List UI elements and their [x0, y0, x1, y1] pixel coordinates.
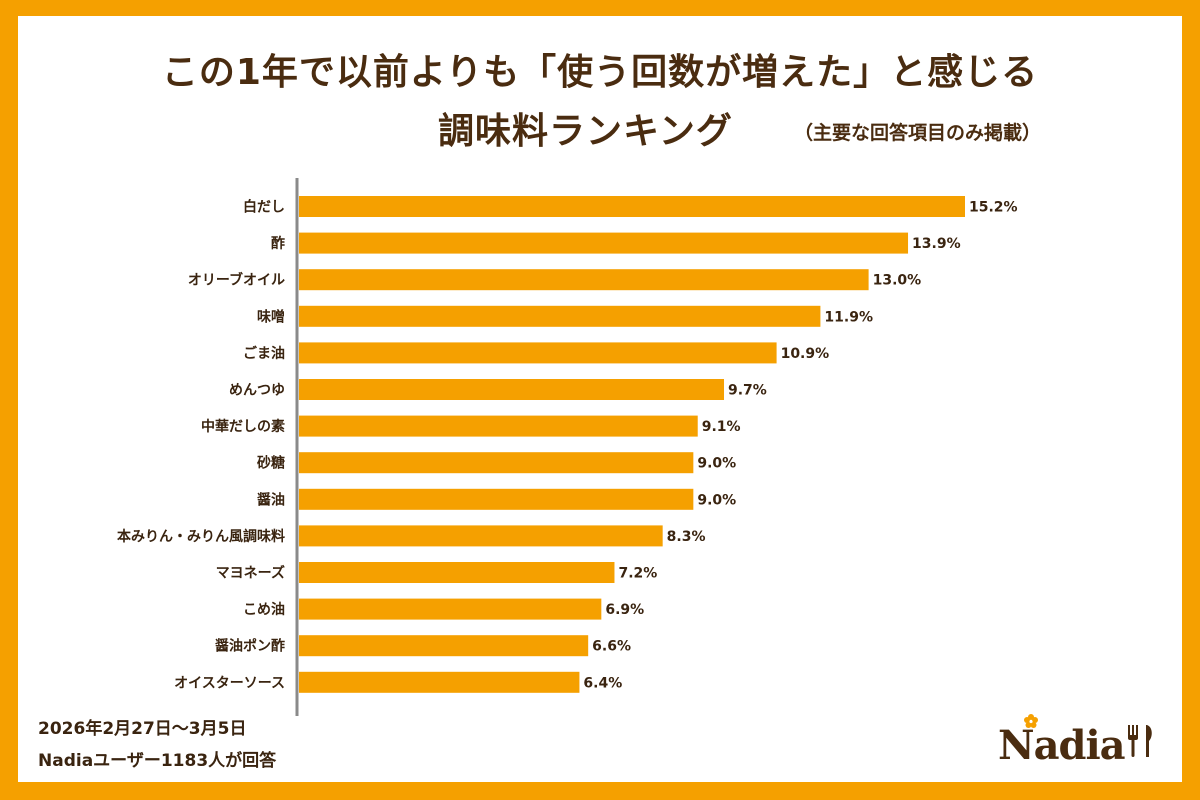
bar [299, 379, 725, 400]
bar [299, 488, 694, 510]
survey-respondents: Nadiaユーザー1183人が回答 [38, 751, 277, 771]
category-label: 味噌 [257, 308, 285, 325]
category-label: こめ油 [243, 601, 285, 618]
value-label: 6.9% [605, 602, 644, 618]
bar [299, 452, 694, 474]
survey-date: 2026年2月27日～3月5日 [38, 719, 247, 739]
bar [299, 305, 821, 327]
flower-icon [1024, 714, 1038, 728]
chart-card: この1年で以前よりも「使う回数が増えた」と感じる 調味料ランキング （主要な回答… [18, 16, 1182, 782]
value-label: 6.4% [583, 675, 622, 691]
nadia-logo: Nadia [998, 714, 1159, 769]
category-label: オイスターソース [174, 675, 285, 691]
category-label: ごま油 [243, 345, 285, 362]
value-label: 8.3% [667, 529, 706, 545]
bar [299, 232, 909, 254]
chart-subtitle: （主要な回答項目のみ掲載） [794, 122, 1042, 144]
value-label: 6.6% [592, 639, 631, 655]
bar [299, 342, 777, 364]
chart-title-line2: 調味料ランキング [438, 111, 733, 152]
bar [299, 671, 580, 693]
bar [299, 525, 663, 547]
value-label: 10.9% [781, 346, 830, 362]
category-label: 本みりん・みりん風調味料 [117, 528, 285, 545]
category-label: 醤油ポン酢 [215, 638, 285, 655]
value-label: 15.2% [969, 200, 1018, 216]
category-label: 中華だしの素 [201, 418, 285, 435]
category-label: めんつゆ [229, 383, 285, 399]
category-label: マヨネーズ [216, 565, 285, 582]
value-label: 7.2% [618, 566, 657, 582]
category-label: 砂糖 [256, 455, 285, 472]
value-label: 13.0% [873, 273, 922, 289]
value-label: 9.0% [697, 456, 736, 472]
bar [299, 598, 602, 620]
bar [299, 635, 589, 657]
value-label: 9.1% [702, 419, 741, 435]
value-label: 11.9% [824, 309, 873, 325]
chart-title-line1: この1年で以前よりも「使う回数が増えた」と感じる [161, 52, 1039, 93]
bar [299, 269, 869, 291]
bar-chart: 白だし 15.2% 酢 13.9% オリーブオイル 13.0% 味噌 11.9% ごま油 10.9… [117, 178, 1018, 716]
fork-and-knife-icon [1127, 725, 1152, 757]
category-label: オリーブオイル [188, 272, 285, 289]
category-label: 白だし [243, 199, 285, 216]
category-label: 醤油 [257, 491, 285, 508]
value-label: 9.0% [697, 492, 736, 508]
bar [299, 562, 615, 583]
value-label: 13.9% [912, 236, 961, 252]
bar [299, 196, 965, 217]
logo-text: Nadia [998, 722, 1126, 769]
bar [299, 415, 698, 437]
category-label: 酢 [271, 235, 285, 252]
value-label: 9.7% [728, 383, 767, 399]
